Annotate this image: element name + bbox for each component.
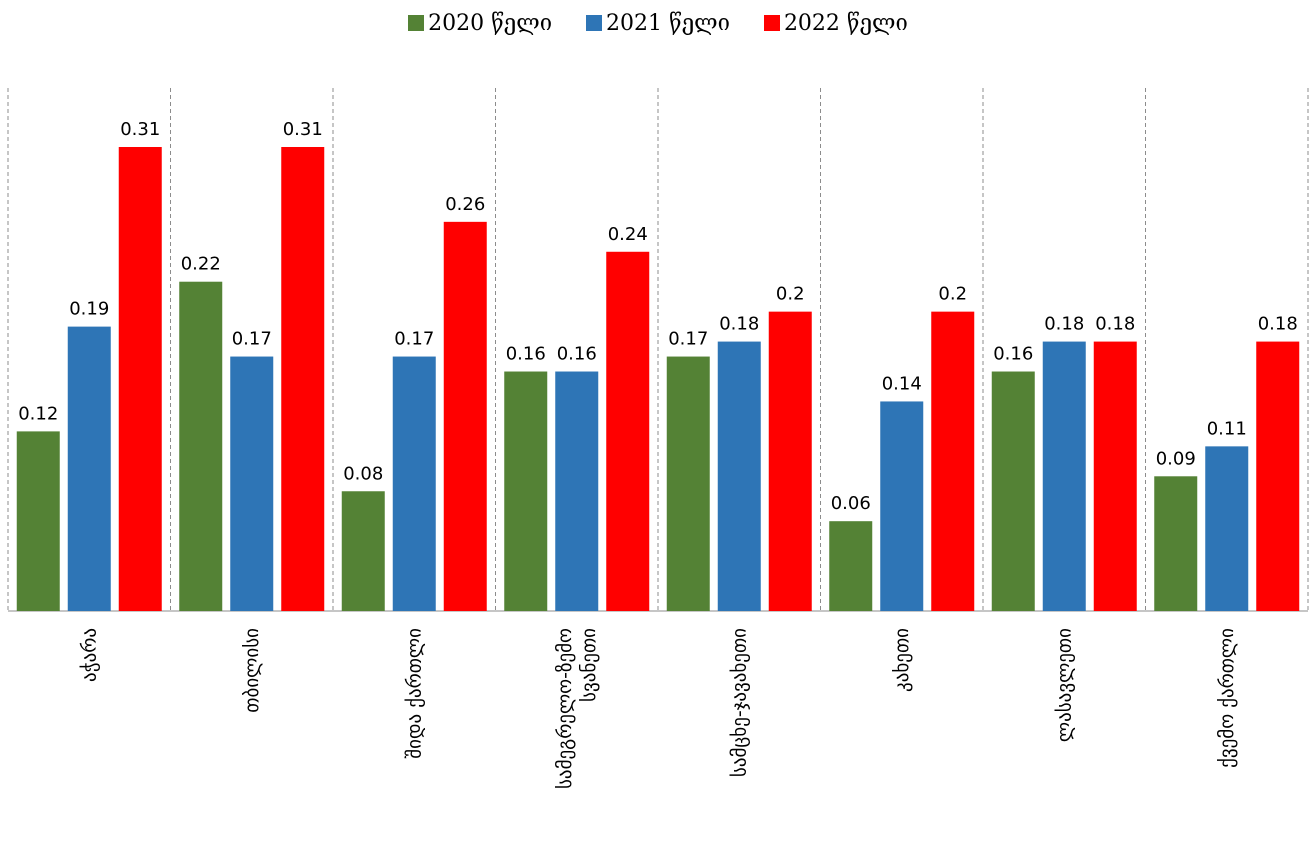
legend-item-2022: 2022 წელი bbox=[763, 10, 908, 36]
data-label: 0.17 bbox=[394, 329, 434, 350]
category-label-line: ქვემო ქართლი bbox=[1216, 628, 1238, 768]
legend-item-2020: 2020 წელი bbox=[408, 11, 552, 36]
bar-2022 bbox=[118, 147, 162, 611]
bar-2021 bbox=[717, 341, 761, 611]
legend-label-2021: 2021 წელი bbox=[606, 10, 730, 36]
bar-2020 bbox=[666, 356, 710, 611]
legend-swatch-2022 bbox=[763, 15, 780, 31]
category-label-line: შიდა ქართლი bbox=[403, 628, 425, 759]
legend-swatch-2020 bbox=[408, 15, 425, 31]
data-label: 0.31 bbox=[120, 119, 160, 140]
category-label-line: სამცხე-ჯავახეთი bbox=[728, 628, 750, 777]
category-label: ლასავლეთი bbox=[1053, 628, 1075, 742]
bar-2022 bbox=[1093, 341, 1137, 611]
bar-2020 bbox=[991, 371, 1035, 611]
chart-legend: 2020 წელი 2021 წელი 2022 წელი bbox=[0, 8, 1316, 38]
category-label: სამცხე-ჯავახეთი bbox=[728, 628, 750, 777]
data-label: 0.12 bbox=[18, 403, 58, 424]
bar-2022 bbox=[931, 311, 975, 611]
category-label-line: თბილისი bbox=[241, 628, 263, 713]
legend-item-2021: 2021 წელი bbox=[586, 11, 730, 36]
bar-2020 bbox=[504, 371, 548, 611]
bar-2021 bbox=[1042, 341, 1086, 611]
category-label-line: სამეგრელო-ზემო bbox=[554, 628, 576, 789]
bar-2022 bbox=[606, 251, 650, 611]
data-label: 0.24 bbox=[608, 224, 648, 245]
legend-swatch-2021 bbox=[586, 15, 603, 31]
category-label: კახეთი bbox=[891, 628, 913, 692]
data-label: 0.09 bbox=[1156, 448, 1196, 469]
bar-2020 bbox=[341, 491, 385, 611]
category-label-line: აჭარა bbox=[78, 628, 100, 682]
bar-2021 bbox=[1205, 446, 1249, 611]
bar-2021 bbox=[392, 356, 436, 611]
data-label: 0.11 bbox=[1207, 418, 1247, 439]
category-label: სამეგრელო-ზემო სვანეთი bbox=[554, 628, 600, 789]
category-label: ქვემო ქართლი bbox=[1216, 628, 1238, 768]
bar-2021 bbox=[555, 371, 599, 611]
data-label: 0.26 bbox=[445, 194, 485, 215]
bar-2021 bbox=[67, 326, 111, 611]
data-label: 0.16 bbox=[557, 344, 597, 365]
data-label: 0.31 bbox=[283, 119, 323, 140]
bar-2021 bbox=[880, 401, 924, 611]
data-label: 0.16 bbox=[506, 344, 546, 365]
bar-2020 bbox=[179, 281, 223, 611]
bar-2022 bbox=[1256, 341, 1300, 611]
category-label-line: ლასავლეთი bbox=[1053, 628, 1075, 742]
bar-2022 bbox=[281, 147, 325, 611]
data-label: 0.16 bbox=[993, 344, 1033, 365]
category-label: თბილისი bbox=[241, 628, 263, 713]
data-label: 0.19 bbox=[69, 299, 109, 320]
data-label: 0.18 bbox=[1044, 314, 1084, 335]
bar-2020 bbox=[1154, 476, 1198, 611]
data-label: 0.08 bbox=[343, 463, 383, 484]
bar-2020 bbox=[829, 521, 873, 611]
category-label: აჭარა bbox=[78, 628, 100, 682]
data-label: 0.17 bbox=[668, 329, 708, 350]
data-label: 0.06 bbox=[831, 493, 871, 514]
bar-2020 bbox=[16, 431, 60, 611]
data-label: 0.18 bbox=[1258, 314, 1298, 335]
bar-2021 bbox=[230, 356, 274, 611]
data-label: 0.17 bbox=[232, 329, 272, 350]
category-label-line: კახეთი bbox=[891, 628, 913, 692]
data-label: 0.2 bbox=[938, 284, 967, 305]
data-label: 0.18 bbox=[1095, 314, 1135, 335]
bar-2022 bbox=[443, 221, 487, 611]
legend-label-2022: 2022 წელი bbox=[783, 10, 908, 36]
data-label: 0.18 bbox=[719, 314, 759, 335]
category-label: შიდა ქართლი bbox=[403, 628, 425, 759]
category-label-line: სვანეთი bbox=[578, 628, 600, 702]
data-label: 0.22 bbox=[181, 254, 221, 275]
bar-2022 bbox=[768, 311, 812, 611]
data-label: 0.14 bbox=[882, 373, 922, 394]
data-label: 0.2 bbox=[776, 284, 805, 305]
legend-label-2020: 2020 წელი bbox=[428, 10, 553, 36]
